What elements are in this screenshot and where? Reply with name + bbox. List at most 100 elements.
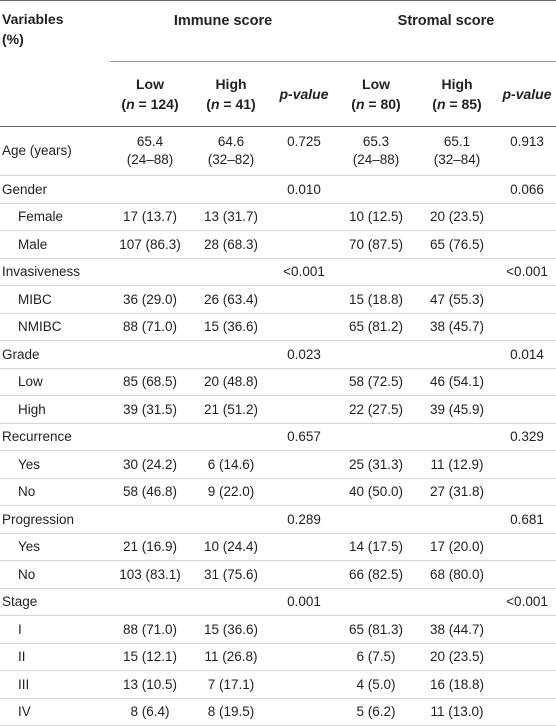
cell-immune-high: 7 (17.1) <box>190 670 272 699</box>
cell-immune-high: 6 (14.6) <box>190 450 272 479</box>
cell-stromal-low: 40 (50.0) <box>336 478 417 506</box>
table-row: Recurrence 0.657 0.329 <box>0 423 556 451</box>
stromal-high-n-symbol: n <box>436 96 446 112</box>
cell-stromal-p: 0.014 <box>498 340 556 369</box>
row-sublabel: No <box>0 478 110 506</box>
cell-immune-high <box>190 340 272 369</box>
immune-high-n-open: ( <box>206 96 211 112</box>
table-row: Gender 0.010 0.066 <box>0 175 556 204</box>
header-row-groups: Variables (%) Immune score Stromal score <box>0 0 556 127</box>
cell-immune-low <box>110 175 190 204</box>
row-label-age: Age (years) <box>0 126 110 176</box>
row-sublabel: Female <box>0 203 110 231</box>
cell-immune-p <box>272 533 337 561</box>
stromal-high-n-value: = 85) <box>445 96 482 112</box>
cell-stromal-low: 65 (81.3) <box>336 615 417 644</box>
age-immune-low-range: (24–88) <box>126 152 174 167</box>
cell-stromal-p: 0.329 <box>498 423 556 451</box>
cell-immune-p: 0.010 <box>272 175 337 204</box>
variables-header-line1: Variables <box>2 11 64 27</box>
cell-immune-high <box>190 175 272 204</box>
cell-immune-p <box>272 368 337 396</box>
cell-stromal-p <box>498 478 556 506</box>
cell-stromal-high: 38 (44.7) <box>416 615 499 644</box>
cell-immune-p <box>272 230 337 259</box>
table-row: No 58 (46.8) 9 (22.0) 40 (50.0) 27 (31.8) <box>0 478 556 506</box>
cell-immune-low: 21 (16.9) <box>110 533 190 561</box>
cell-immune-p <box>272 615 337 644</box>
stromal-low-label: Low <box>362 76 391 92</box>
row-sublabel: IV <box>0 698 110 726</box>
table-row: MIBC 36 (29.0) 26 (63.4) 15 (18.8) 47 (55.3) <box>0 285 556 314</box>
row-category-label: Progression <box>0 505 110 534</box>
cell-stromal-low: 6 (7.5) <box>336 643 417 671</box>
cell-immune-high: 15 (36.6) <box>190 313 272 341</box>
row-sublabel: III <box>0 670 110 699</box>
immune-high-n-symbol: n <box>210 96 220 112</box>
cell-immune-p <box>272 643 337 671</box>
cell-stromal-low: 58 (72.5) <box>336 368 417 396</box>
cell-immune-high: 15 (36.6) <box>190 615 272 644</box>
cell-stromal-low <box>336 340 417 369</box>
cell-stromal-p <box>498 615 556 644</box>
cell-immune-high: 11 (26.8) <box>190 643 272 671</box>
row-sublabel: Yes <box>0 450 110 479</box>
cell-immune-p: 0.023 <box>272 340 337 369</box>
cell-age-stromal-high: 65.1 (32–84) <box>416 126 499 176</box>
row-sublabel: I <box>0 615 110 644</box>
cell-stromal-p <box>498 698 556 726</box>
table-row: Stage 0.001 <0.001 <box>0 588 556 616</box>
table-row: Female 17 (13.7) 13 (31.7) 10 (12.5) 20 (23.… <box>0 203 556 231</box>
stromal-low-header: Low (n = 80) <box>336 61 417 127</box>
table-row: IV 8 (6.4) 8 (19.5) 5 (6.2) 11 (13.0) <box>0 698 556 726</box>
cell-stromal-p <box>498 395 556 424</box>
cell-stromal-p <box>498 230 556 259</box>
row-sublabel: High <box>0 395 110 424</box>
cell-stromal-low <box>336 423 417 451</box>
age-stromal-low-range: (24–88) <box>352 152 400 167</box>
table-row: Progression 0.289 0.681 <box>0 505 556 534</box>
immune-high-label: High <box>215 76 247 92</box>
cell-stromal-low <box>336 505 417 534</box>
table-row: No 103 (83.1) 31 (75.6) 66 (82.5) 68 (80.0) <box>0 560 556 589</box>
immune-low-n-open: ( <box>121 96 127 112</box>
cell-age-stromal-low: 65.3 (24–88) <box>336 126 417 176</box>
cell-stromal-low <box>336 258 417 286</box>
cell-stromal-high: 20 (23.5) <box>416 203 499 231</box>
cell-stromal-high <box>416 175 499 204</box>
cell-immune-p: 0.289 <box>272 505 337 534</box>
cell-stromal-p: 0.066 <box>498 175 556 204</box>
cell-immune-high: 10 (24.4) <box>190 533 272 561</box>
table-row: Invasiveness <0.001 <0.001 <box>0 258 556 286</box>
cell-immune-low: 88 (71.0) <box>110 615 190 644</box>
cell-immune-low: 13 (10.5) <box>110 670 190 699</box>
table-row: III 13 (10.5) 7 (17.1) 4 (5.0) 16 (18.8) <box>0 670 556 699</box>
cell-immune-p <box>272 478 337 506</box>
cell-immune-low: 17 (13.7) <box>110 203 190 231</box>
table-row: Low 85 (68.5) 20 (48.8) 58 (72.5) 46 (54.1) <box>0 368 556 396</box>
cell-immune-low <box>110 505 190 534</box>
variables-header: Variables (%) <box>0 0 110 127</box>
cell-immune-high <box>190 588 272 616</box>
row-sublabel: II <box>0 643 110 671</box>
cell-immune-high <box>190 258 272 286</box>
cell-stromal-p <box>498 368 556 396</box>
cell-immune-p <box>272 203 337 231</box>
cell-immune-high: 31 (75.6) <box>190 560 272 589</box>
cell-stromal-p <box>498 313 556 341</box>
cell-immune-p <box>272 313 337 341</box>
cell-immune-low <box>110 588 190 616</box>
cell-immune-high: 21 (51.2) <box>190 395 272 424</box>
cell-immune-p <box>272 698 337 726</box>
cell-immune-low: 36 (29.0) <box>110 285 190 314</box>
cell-stromal-low: 25 (31.3) <box>336 450 417 479</box>
stromal-score-header: Stromal score <box>336 0 556 62</box>
cell-stromal-high: 46 (54.1) <box>416 368 499 396</box>
stromal-low-n-value: = 80) <box>364 96 401 112</box>
row-sublabel: Yes <box>0 533 110 561</box>
cell-stromal-low: 22 (27.5) <box>336 395 417 424</box>
stromal-high-header: High (n = 85) <box>416 61 499 127</box>
age-stromal-low-mean: 65.3 <box>362 134 390 149</box>
cell-stromal-low: 4 (5.0) <box>336 670 417 699</box>
cell-stromal-low <box>336 175 417 204</box>
